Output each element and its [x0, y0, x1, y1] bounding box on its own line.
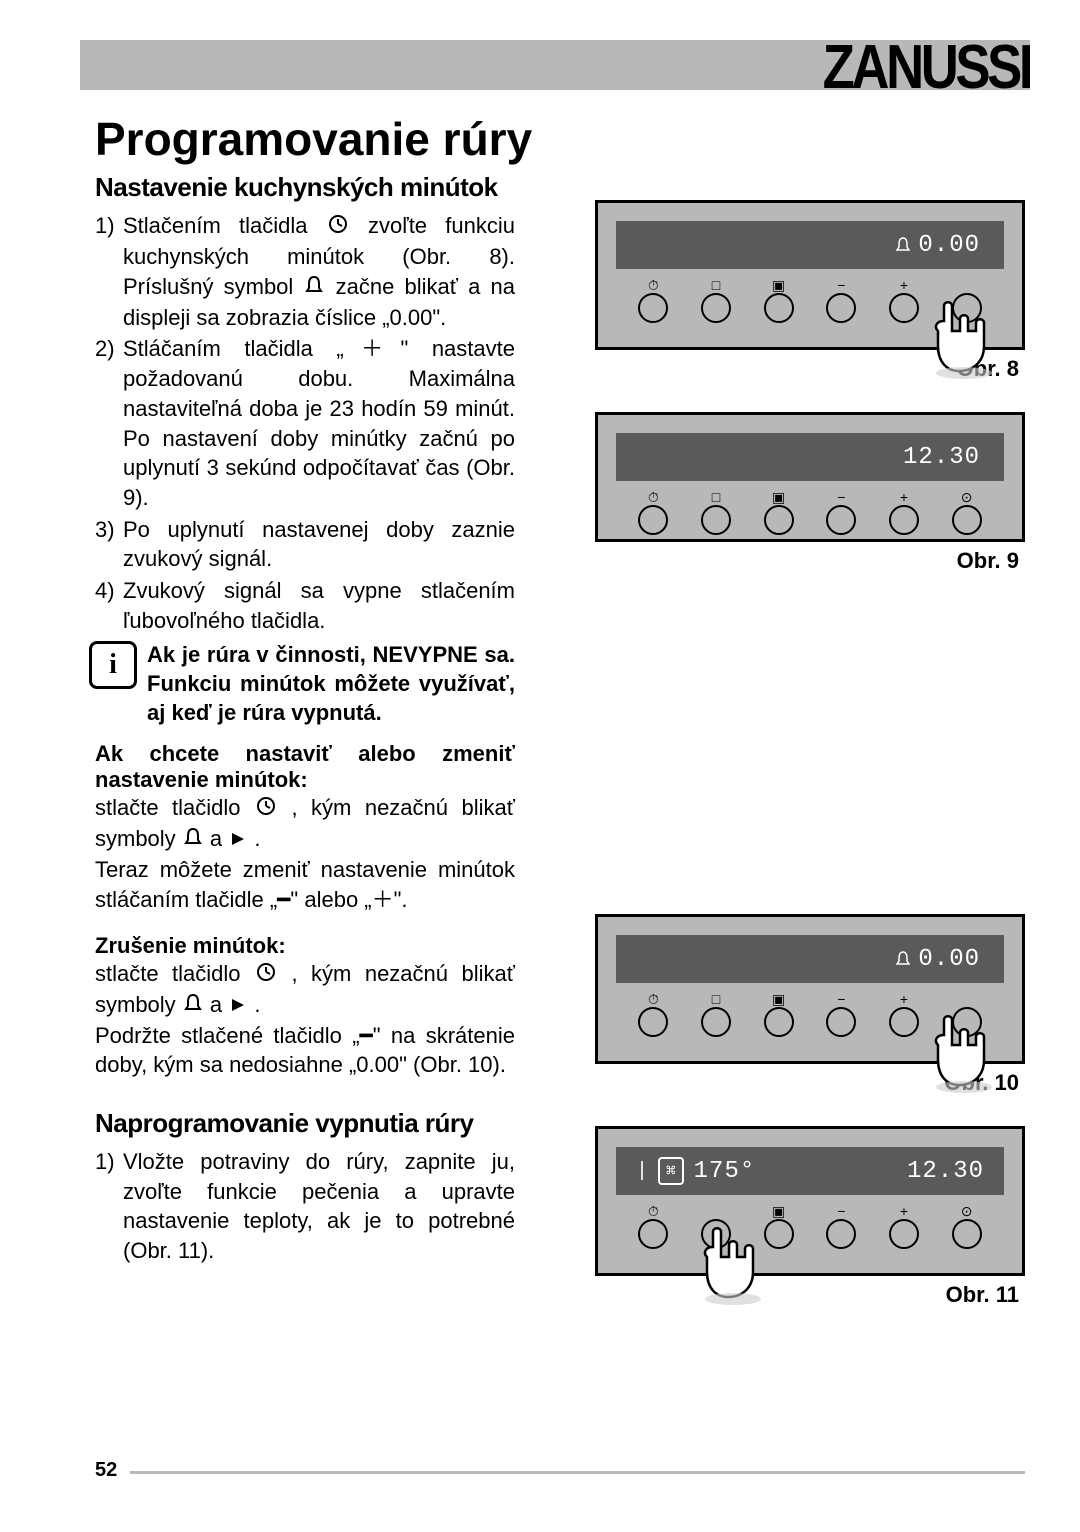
temp-value: 175° — [694, 1158, 756, 1185]
change-body2: Teraz môžete zmeniť nastavenie minútok s… — [95, 855, 515, 914]
left-column: Nastavenie kuchynských minútok 1) Stlače… — [95, 172, 515, 1268]
item-body: Stlačením tlačidla zvoľte funkciu kuchyn… — [123, 211, 515, 332]
bell-icon — [896, 951, 910, 967]
display-value: 0.00 — [918, 232, 980, 259]
oven-display: 12.30 — [616, 433, 1004, 481]
figure-8: 0.00 ⏱ □ ▣ − + Obr. 8 — [595, 200, 1025, 382]
panel-button: ▣ — [762, 991, 796, 1037]
item-body: Vložte potraviny do rúry, zapnite ju, zv… — [123, 1147, 515, 1266]
change-body: stlačte tlačidlo , kým nezačnú blikať sy… — [95, 793, 515, 855]
item-num: 1) — [95, 211, 123, 332]
item-body: Stláčaním tlačidla „＋" nastavte požadova… — [123, 334, 515, 512]
list-item: 2) Stláčaním tlačidla „＋" nastavte požad… — [95, 334, 515, 512]
pointing-hand-icon — [924, 1005, 1004, 1095]
panel-button: ⊙ — [950, 1203, 984, 1249]
bell-icon — [184, 825, 202, 855]
button-row: ⏱ ▣ − + ⊙ — [598, 1203, 1022, 1259]
display-value: 12.30 — [903, 444, 980, 471]
cancel-body2: Podržte stlačené tlačidlo „━" na skráten… — [95, 1021, 515, 1080]
bell-icon — [184, 991, 202, 1021]
item-num: 3) — [95, 515, 123, 574]
info-callout: i Ak je rúra v činnosti, NEVYPNE sa. Fun… — [95, 641, 515, 727]
oven-display: | ⌘ 175° 12.30 — [616, 1147, 1004, 1195]
mode-indicator: | — [636, 1160, 648, 1183]
panel-button: ▣ — [762, 489, 796, 535]
list-item: 1) Vložte potraviny do rúry, zapnite ju,… — [95, 1147, 515, 1266]
display-value: 0.00 — [918, 946, 980, 973]
panel-button: − — [824, 1203, 858, 1249]
panel-button: + — [887, 489, 921, 535]
cancel-body: stlačte tlačidlo , kým nezačnú blikať sy… — [95, 959, 515, 1021]
time-value: 12.30 — [907, 1158, 984, 1185]
change-heading: Ak chcete nastaviť alebo zmeniť nastaven… — [95, 741, 515, 793]
button-row: ⏱ □ ▣ − + ⊙ — [598, 489, 1022, 545]
page-number: 52 — [95, 1459, 117, 1482]
panel-button: − — [824, 489, 858, 535]
oven-display: 0.00 — [616, 935, 1004, 983]
cancel-heading: Zrušenie minútok: — [95, 933, 515, 959]
bell-icon — [896, 237, 910, 253]
item-body: Po uplynutí nastavenej doby zaznie zvuko… — [123, 515, 515, 574]
item-num: 2) — [95, 334, 123, 512]
panel-button: − — [824, 277, 858, 323]
panel-button: ▣ — [762, 277, 796, 323]
panel-button: ⏱ — [636, 489, 670, 535]
right-column: 0.00 ⏱ □ ▣ − + Obr. 8 12.30 ⏱ — [595, 200, 1025, 1308]
oven-display: 0.00 — [616, 221, 1004, 269]
figure-11: | ⌘ 175° 12.30 ⏱ ▣ − + ⊙ Obr. 11 — [595, 1126, 1025, 1308]
panel-button: ⏱ — [636, 277, 670, 323]
clock-icon — [256, 794, 276, 824]
panel-button: − — [824, 991, 858, 1037]
page-title: Programovanie rúry — [95, 112, 532, 166]
list-item: 3) Po uplynutí nastavenej doby zaznie zv… — [95, 515, 515, 574]
clock-icon — [256, 960, 276, 990]
section2-heading: Naprogramovanie vypnutia rúry — [95, 1108, 515, 1139]
info-text: Ak je rúra v činnosti, NEVYPNE sa. Funkc… — [147, 641, 515, 727]
panel-button: + — [887, 991, 921, 1037]
item-body: Zvukový signál sa vypne stlačením ľubovo… — [123, 576, 515, 635]
panel-button: □ — [699, 991, 733, 1037]
pointing-hand-icon — [924, 291, 1004, 381]
list-item: 4) Zvukový signál sa vypne stlačením ľub… — [95, 576, 515, 635]
item-num: 1) — [95, 1147, 123, 1266]
panel-button: + — [887, 277, 921, 323]
pointing-hand-icon — [693, 1217, 773, 1307]
brand-logo: ZANUSSI — [822, 32, 1030, 103]
item-num: 4) — [95, 576, 123, 635]
list-item: 1) Stlačením tlačidla zvoľte funkciu kuc… — [95, 211, 515, 332]
clock-icon — [328, 212, 348, 242]
panel-button: ⊙ — [950, 489, 984, 535]
panel-button: + — [887, 1203, 921, 1249]
panel-button: □ — [699, 277, 733, 323]
figure-10: 0.00 ⏱ □ ▣ − + Obr. 10 — [595, 914, 1025, 1096]
footer-rule — [130, 1471, 1025, 1474]
panel-button: ⏱ — [636, 991, 670, 1037]
panel-button: ⏱ — [636, 1203, 670, 1249]
panel-button: □ — [699, 489, 733, 535]
figure-9: 12.30 ⏱ □ ▣ − + ⊙ Obr. 9 — [595, 412, 1025, 574]
play-icon — [230, 991, 246, 1021]
fan-icon: ⌘ — [658, 1157, 684, 1185]
play-icon — [230, 825, 246, 855]
figure-label: Obr. 9 — [595, 548, 1025, 574]
section1-heading: Nastavenie kuchynských minútok — [95, 172, 515, 203]
info-icon: i — [89, 641, 137, 689]
bell-icon — [305, 273, 323, 303]
figure-label: Obr. 11 — [595, 1282, 1025, 1308]
